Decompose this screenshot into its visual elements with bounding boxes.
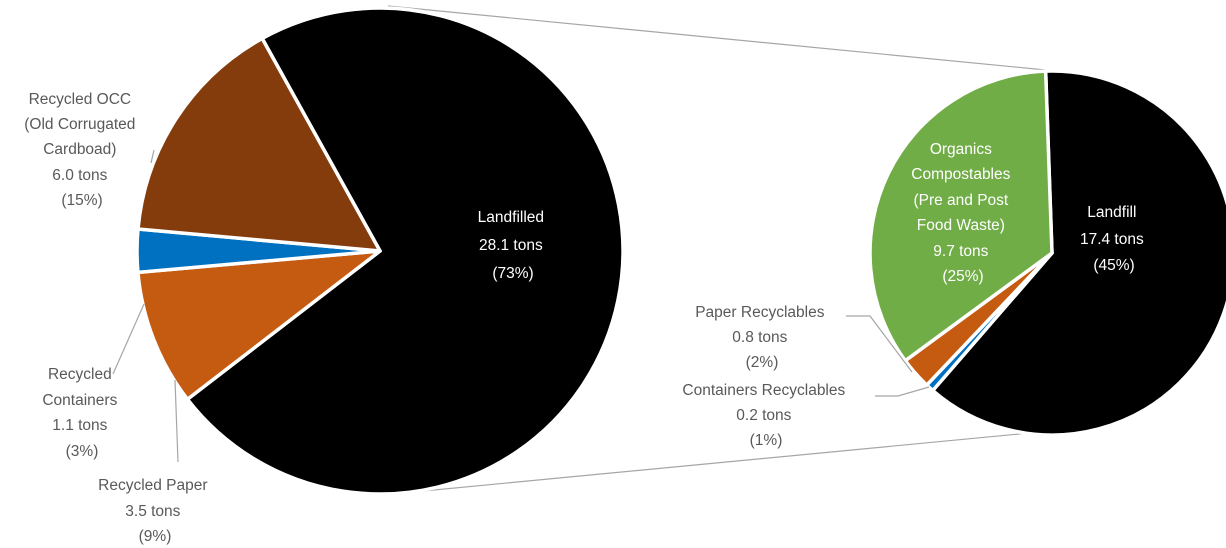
leader-line-paper <box>174 379 179 463</box>
leader-line-paper-recyclables <box>846 315 913 373</box>
left-pie <box>135 6 625 496</box>
label-paper-recyclables: Paper Recyclables 0.8 tons (2%) <box>695 304 829 371</box>
connector-line-top <box>387 5 1047 71</box>
label-landfilled: Landfilled 28.1 tons (73%) <box>478 209 549 282</box>
leader-line-containers <box>112 303 145 375</box>
pie-right-slice-organics-compostables-pre-and-post-food-waste <box>868 69 1054 363</box>
pie-left-slice-landfilled <box>185 6 625 496</box>
pie-right-slice-landfill <box>931 69 1226 437</box>
leader-line-containers-recyclables <box>875 386 930 397</box>
label-organics: Organics Compostables (Pre and Post Food… <box>911 141 1014 285</box>
connector-line-bottom <box>391 431 1041 495</box>
leader-line-occ <box>150 149 155 164</box>
label-landfill: Landfill 17.4 tons (45%) <box>1080 204 1148 274</box>
label-recycled-occ: Recycled OCC (Old Corrugated Cardboad) 6… <box>24 91 139 209</box>
label-recycled-paper: Recycled Paper 3.5 tons (9%) <box>98 477 212 545</box>
label-containers-recyclables: Containers Recyclables 0.2 tons (1%) <box>682 382 849 449</box>
right-pie <box>868 69 1226 437</box>
pie-left-slice-recycled-paper <box>136 249 382 402</box>
label-recycled-containers: Recycled Containers 1.1 tons (3%) <box>42 366 121 460</box>
pie-left-slice-recycled-occ-old-corrugated-cardboad <box>136 36 382 253</box>
